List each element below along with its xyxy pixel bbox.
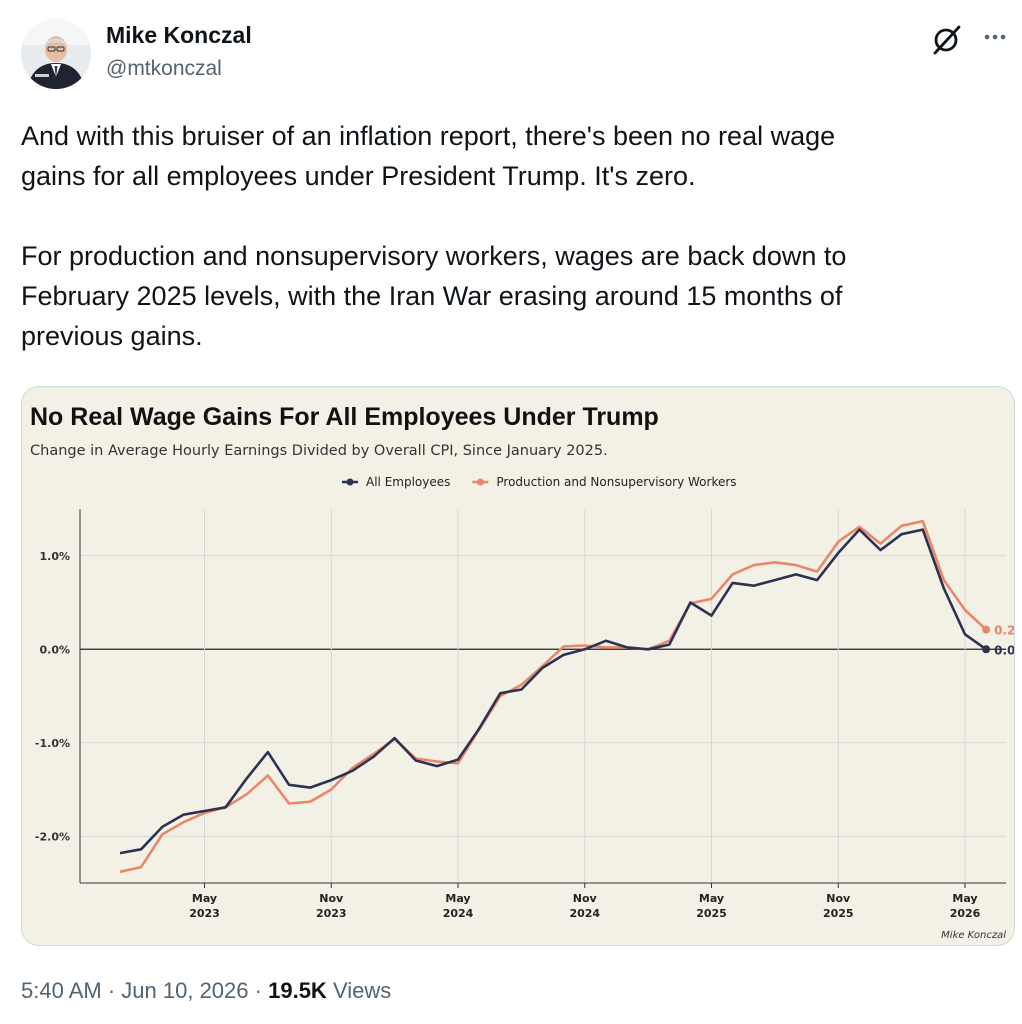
tweet-text: And with this bruiser of an inflation re… [21,116,1001,356]
x-tick-label: May [952,892,977,905]
x-tick-label: 2024 [569,907,600,920]
chart-legend: All Employees Production and Nonsuperviso… [342,475,737,489]
x-tick-label: 2026 [950,907,981,920]
tweet-line: For production and nonsupervisory worker… [21,241,847,271]
tweet-line: February 2025 levels, with the Iran War … [21,281,843,311]
x-tick-label: May [445,892,470,905]
meta-separator: · [254,978,262,1003]
series-end-label: 0.2% [994,624,1015,638]
series-line [119,528,987,855]
x-tick-label: 2023 [316,907,347,920]
y-tick-label: -2.0% [35,830,70,843]
y-tick-label: 0.0% [39,643,70,656]
x-tick-label: Nov [319,892,344,905]
tweet-line: gains for all employees under President … [21,161,696,191]
chart-grid [79,509,1006,884]
tweet-date[interactable]: Jun 10, 2026 [121,978,249,1003]
chart-title: No Real Wage Gains For All Employees Und… [30,403,659,431]
series-end-label: 0.0% [994,643,1015,657]
grok-icon[interactable] [930,22,964,56]
views-label: Views [332,978,392,1003]
y-tick-label: 1.0% [39,550,70,563]
tweet-time[interactable]: 5:40 AM [21,978,102,1003]
chart: No Real Wage Gains For All Employees Und… [30,403,1015,941]
x-axis: May 2023 Nov 2023 May 2024 Nov 2024 May 2025 Nov 20… [189,883,981,920]
author-name[interactable]: Mike Konczal [106,22,252,48]
chart-series: 0.2% 0.0% [119,519,1015,874]
tweet-line: And with this bruiser of an inflation re… [21,121,836,151]
y-axis: 1.0% 0.0% -1.0% -2.0% [35,550,70,844]
series-end-point [982,645,991,654]
legend-swatch-dot [476,478,484,486]
legend-label: Production and Nonsupervisory Workers [496,475,736,489]
legend-label: All Employees [366,475,450,489]
avatar-photo [21,19,91,89]
chart-credit: Mike Konczal [941,930,1006,941]
y-tick-label: -1.0% [35,737,70,750]
x-tick-label: Nov [826,892,851,905]
author-handle[interactable]: @mtkonczal [106,57,222,80]
avatar[interactable] [21,19,91,89]
more-dots-icon[interactable] [980,22,1010,52]
series-line [119,519,987,874]
chart-image-card[interactable]: No Real Wage Gains For All Employees Und… [21,386,1015,946]
x-tick-label: May [699,892,724,905]
x-tick-label: 2025 [823,907,854,920]
x-tick-label: 2023 [189,907,220,920]
x-tick-label: 2024 [443,907,474,920]
x-tick-label: 2025 [696,907,727,920]
x-tick-label: Nov [573,892,598,905]
views-count: 19.5K [268,978,327,1003]
tweet-line: previous gains. [21,321,203,351]
tweet-meta: 5:40 AM · Jun 10, 2026 · 19.5K Views [21,978,391,1004]
meta-separator: · [107,978,116,1003]
legend-swatch-dot [346,478,354,486]
series-end-point [982,625,991,634]
x-tick-label: May [192,892,217,905]
chart-subtitle: Change in Average Hourly Earnings Divide… [30,443,608,459]
